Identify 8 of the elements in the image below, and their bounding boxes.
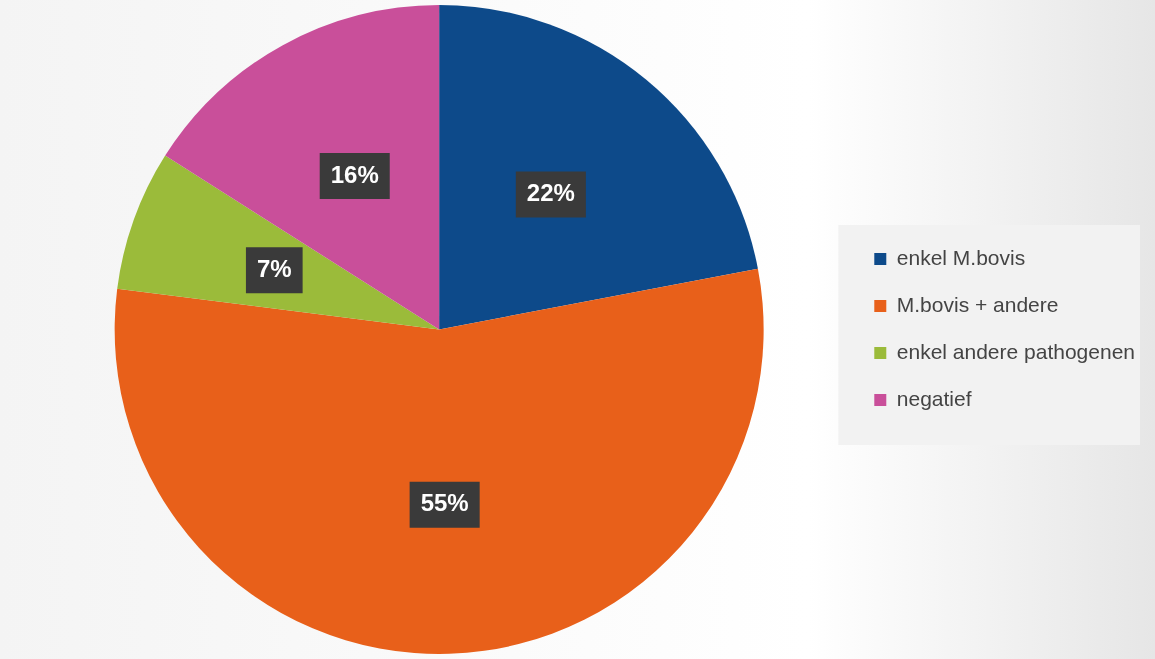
legend-label: enkel andere pathogenen [896,339,1136,363]
data-label: 55% [420,489,469,517]
data-label: 22% [526,179,575,207]
data-label: 16% [330,160,379,188]
legend-label: enkel M.bovis [896,245,1026,269]
data-label: 7% [256,254,292,282]
legend-label: M.bovis + andere [896,292,1059,316]
legend-label: negatief [896,386,972,410]
